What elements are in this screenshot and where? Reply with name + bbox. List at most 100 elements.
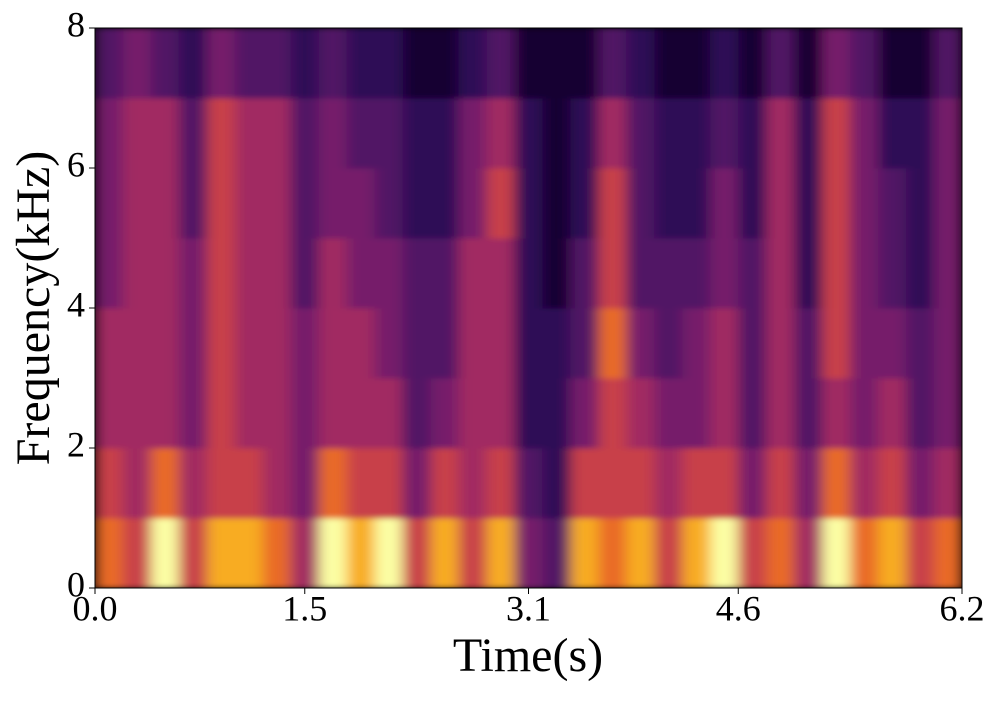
- heatmap-cell: [402, 98, 432, 169]
- heatmap-cell: [682, 28, 711, 99]
- heatmap-cell: [346, 28, 376, 99]
- heatmap-cell: [682, 518, 711, 588]
- heatmap-cell: [570, 238, 599, 309]
- heatmap-cell: [430, 308, 460, 379]
- heatmap-cell: [626, 448, 655, 519]
- heatmap-cell: [850, 378, 879, 449]
- heatmap-cell: [346, 518, 376, 588]
- x-tick-label: 1.5: [282, 588, 327, 628]
- heatmap-cell: [654, 308, 683, 379]
- heatmap-cell: [374, 308, 404, 379]
- heatmap-cell: [234, 168, 264, 239]
- heatmap-cell: [710, 378, 739, 449]
- heatmap-cell: [794, 448, 823, 519]
- heatmap-cell: [234, 448, 264, 519]
- heatmap-cell: [486, 98, 516, 169]
- heatmap-cell: [850, 308, 879, 379]
- heatmap-cell: [682, 378, 711, 449]
- heatmap-cell: [766, 98, 795, 169]
- heatmap-cell: [430, 518, 460, 588]
- heatmap-cell: [234, 28, 264, 99]
- heatmap-cell: [206, 378, 236, 449]
- heatmap-cell: [346, 448, 376, 519]
- heatmap-cell: [514, 28, 543, 99]
- heatmap-cell: [626, 28, 655, 99]
- heatmap-cell: [934, 308, 962, 379]
- heatmap-cell: [402, 308, 432, 379]
- heatmap-cell: [794, 98, 823, 169]
- heatmap-cell: [878, 308, 907, 379]
- heatmap-cell: [234, 98, 264, 169]
- heatmap-cell: [318, 98, 348, 169]
- heatmap-cell: [738, 378, 767, 449]
- heatmap-cell: [542, 238, 571, 309]
- heatmap-cell: [318, 28, 348, 99]
- heatmap-cell: [570, 518, 599, 588]
- heatmap-cell: [458, 238, 488, 309]
- heatmap-cell: [850, 238, 879, 309]
- heatmap-cell: [878, 378, 907, 449]
- heatmap-cell: [542, 308, 571, 379]
- x-tick-label: 6.2: [940, 588, 985, 628]
- heatmap-cell: [150, 378, 180, 449]
- heatmap-cell: [514, 448, 543, 519]
- heatmap-cell: [654, 28, 683, 99]
- heatmap-cell: [95, 168, 124, 239]
- heatmap-cell: [430, 378, 460, 449]
- heatmap-cell: [794, 378, 823, 449]
- heatmap-cell: [766, 308, 795, 379]
- heatmap-cell: [738, 518, 767, 588]
- heatmap-cell: [906, 308, 935, 379]
- heatmap-cell: [262, 448, 292, 519]
- heatmap-cell: [850, 98, 879, 169]
- heatmap-cell: [206, 448, 236, 519]
- heatmap-cell: [262, 168, 292, 239]
- y-tick-label: 0: [67, 564, 85, 604]
- heatmap-cell: [514, 308, 543, 379]
- heatmap-cell: [318, 378, 348, 449]
- heatmap-cell: [710, 238, 739, 309]
- heatmap-cell: [934, 168, 962, 239]
- heatmap-cell: [738, 98, 767, 169]
- heatmap-cell: [822, 448, 851, 519]
- heatmap-cell: [402, 448, 432, 519]
- heatmap-cell: [178, 378, 208, 449]
- heatmap-cell: [822, 308, 851, 379]
- heatmap-cell: [934, 518, 962, 588]
- heatmap-cell: [374, 518, 404, 588]
- heatmap-cell: [486, 238, 516, 309]
- heatmap-cell: [878, 28, 907, 99]
- heatmap-cell: [458, 378, 488, 449]
- heatmap-cell: [430, 168, 460, 239]
- heatmap-cell: [206, 168, 236, 239]
- heatmap-cell: [906, 28, 935, 99]
- heatmap-cell: [514, 518, 543, 588]
- heatmap-cell: [794, 168, 823, 239]
- heatmap-cell: [402, 378, 432, 449]
- heatmap-cell: [262, 378, 292, 449]
- heatmap-cell: [206, 308, 236, 379]
- heatmap-cell: [682, 308, 711, 379]
- heatmap-cell: [514, 378, 543, 449]
- y-tick-label: 8: [67, 4, 85, 44]
- heatmap-cell: [710, 448, 739, 519]
- heatmap-cell: [290, 378, 320, 449]
- heatmap-cell: [766, 378, 795, 449]
- heatmap-cell: [486, 28, 516, 99]
- heatmap-cell: [150, 98, 180, 169]
- heatmap-cell: [598, 168, 627, 239]
- heatmap-cell: [262, 238, 292, 309]
- heatmap-cell: [738, 168, 767, 239]
- heatmap-cell: [766, 518, 795, 588]
- heatmap-cell: [206, 238, 236, 309]
- heatmap-cell: [262, 518, 292, 588]
- heatmap-cell: [262, 98, 292, 169]
- heatmap-cell: [374, 98, 404, 169]
- heatmap-cell: [486, 448, 516, 519]
- heatmap-cell: [682, 448, 711, 519]
- heatmap-cell: [542, 448, 571, 519]
- heatmap-cell: [374, 168, 404, 239]
- heatmap-cell: [374, 448, 404, 519]
- heatmap-cell: [598, 98, 627, 169]
- heatmap-cell: [150, 168, 180, 239]
